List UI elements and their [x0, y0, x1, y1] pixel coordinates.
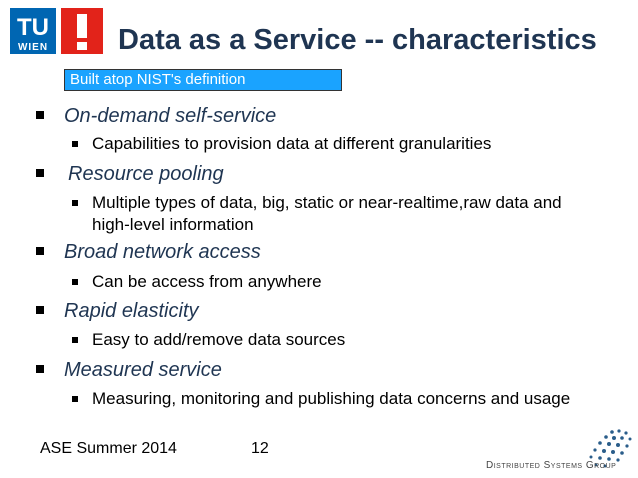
bullet-square-icon — [36, 111, 44, 119]
sub-bullet-text: Measuring, monitoring and publishing dat… — [92, 389, 571, 408]
bullet-label: On-demand self-service — [64, 105, 277, 127]
sub-bullet-text: Capabilities to provision data at differ… — [92, 134, 492, 153]
bullet-square-icon — [36, 365, 44, 373]
exclamation-logo-icon — [61, 8, 103, 54]
tu-wien-logo-icon: TU WIEN — [10, 8, 56, 54]
bullet-label: Broad network access — [64, 241, 261, 263]
bullet-square-icon — [36, 247, 44, 255]
group-name: Distributed Systems Group — [486, 460, 617, 471]
sub-bullet-text: Multiple types of data, big, static or n… — [92, 193, 562, 234]
bullet-label: Measured service — [64, 359, 222, 381]
sub-bullet-square-icon — [72, 337, 78, 343]
footer-course: ASE Summer 2014 — [40, 440, 177, 457]
sub-bullet-square-icon — [72, 141, 78, 147]
logo-tu-text: TU — [17, 14, 49, 41]
sub-bullet-square-icon — [72, 279, 78, 285]
sub-bullet-item: Easy to add/remove data sources — [72, 329, 592, 351]
sub-bullet-item: Multiple types of data, big, static or n… — [72, 192, 592, 236]
page-number: 12 — [251, 440, 269, 457]
sub-bullet-square-icon — [72, 200, 78, 206]
sub-bullet-text: Easy to add/remove data sources — [92, 330, 346, 349]
bullet-square-icon — [36, 306, 44, 314]
sub-bullet-text: Can be access from anywhere — [92, 272, 322, 291]
bullet-label: Rapid elasticity — [64, 300, 199, 322]
sub-bullet-item: Can be access from anywhere — [72, 271, 592, 293]
sub-bullet-item: Capabilities to provision data at differ… — [72, 133, 592, 155]
bullet-square-icon — [36, 169, 44, 177]
sub-bullet-item: Measuring, monitoring and publishing dat… — [72, 388, 592, 410]
logo-wien-text: WIEN — [18, 42, 48, 53]
distributed-systems-group-logo-icon — [589, 429, 632, 468]
page-title: Data as a Service -- characteristics — [118, 24, 597, 56]
bullet-label: Resource pooling — [68, 163, 224, 185]
sub-bullet-square-icon — [72, 396, 78, 402]
callout-box: Built atop NIST's definition — [64, 69, 342, 91]
